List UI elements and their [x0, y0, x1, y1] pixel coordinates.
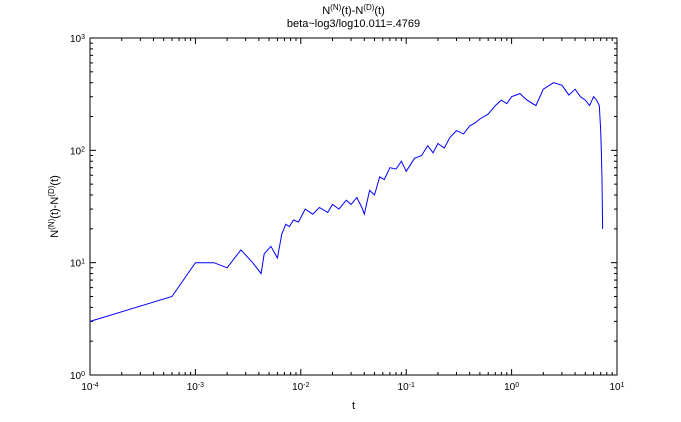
- series-layer: [89, 82, 604, 322]
- y-tick-label: 102: [70, 146, 85, 158]
- x-tick-label: 10-3: [187, 382, 204, 394]
- y-axis-label: N(N)(t)-N(D)(t): [47, 175, 62, 238]
- y-tick-label: 100: [70, 371, 85, 383]
- series-line: [89, 82, 604, 322]
- plot-area-frame: [89, 37, 618, 376]
- y-axis-ticks: 100 101 102 103: [70, 34, 617, 383]
- x-tick-label: 101: [609, 382, 624, 394]
- x-tick-label: 10-4: [81, 382, 98, 394]
- chart-title-line1: N(N)(t)-N(D)(t): [322, 3, 385, 18]
- x-axis-ticks: 10-4 10-3 10-2 10-1 100 101: [81, 38, 625, 394]
- y-tick-label: 101: [70, 258, 85, 270]
- x-tick-label: 10-2: [292, 382, 309, 394]
- y-tick-label: 103: [70, 34, 85, 46]
- x-tick-label: 100: [504, 382, 519, 394]
- chart-title-line2: beta~log3/log10.011=.4769: [287, 18, 420, 30]
- x-axis-label: t: [352, 400, 355, 412]
- x-tick-label: 10-1: [398, 382, 415, 394]
